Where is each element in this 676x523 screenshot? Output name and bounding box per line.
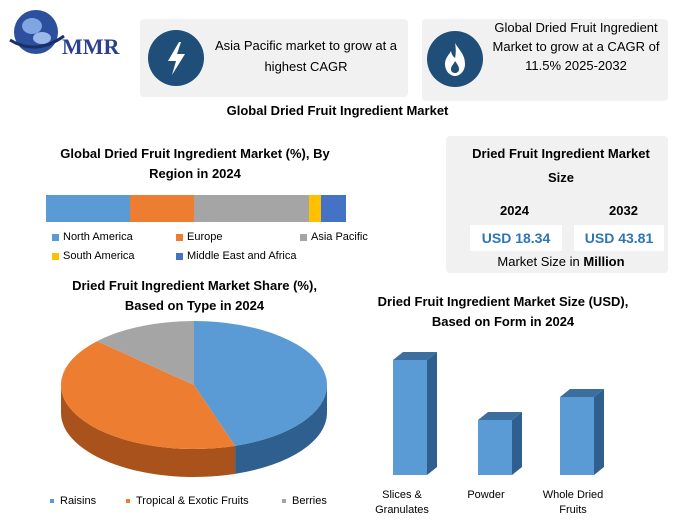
legend-label: Raisins	[60, 495, 97, 507]
legend-label: Berries	[292, 495, 327, 507]
year-2024-label: 2024	[500, 203, 529, 218]
market-size-title: Dried Fruit Ingredient Market Size	[472, 146, 650, 185]
legend-item-berries: Berries	[282, 495, 327, 507]
legend-item-raisins: Raisins	[50, 495, 96, 507]
flame-icon	[427, 31, 483, 87]
bar-side-powder	[512, 412, 522, 475]
highlight-card-cagr: Global Dried Fruit Ingredient Market to …	[422, 19, 668, 101]
market-value-2024: USD 18.34	[470, 225, 562, 251]
pie-slice-raisins	[194, 321, 327, 446]
region-segment-asia-pacific	[194, 195, 309, 222]
market-value-2032: USD 43.81	[574, 225, 664, 251]
legend-label: North America	[63, 231, 133, 243]
legend-swatch	[282, 499, 286, 503]
bar-slices-granulates	[393, 360, 427, 475]
legend-swatch	[176, 233, 183, 241]
lightning-icon	[148, 30, 204, 86]
legend-item-south-america: South America	[52, 250, 135, 262]
legend-item-middle-east-and-africa: Middle East and Africa	[176, 250, 296, 262]
form-bar-chart	[393, 352, 604, 475]
legend-label: Middle East and Africa	[187, 250, 297, 262]
highlight-card-apac: Asia Pacific market to grow at a highest…	[140, 19, 408, 97]
bar-whole-dried-fruits	[560, 397, 594, 475]
bar-powder	[478, 420, 512, 475]
globe-icon	[9, 10, 65, 54]
bar-top-powder	[478, 412, 522, 420]
legend-swatch	[52, 252, 59, 260]
caption-unit: Million	[583, 254, 625, 269]
legend-item-tropical-exotic-fruits: Tropical & Exotic Fruits	[126, 495, 249, 507]
pie-side-tropical-exotic-fruits	[61, 385, 236, 477]
legend-swatch	[52, 233, 59, 241]
legend-swatch	[50, 499, 54, 503]
category-label-whole-dried-fruits: Whole Dried Fruits	[542, 489, 604, 516]
legend-swatch	[126, 499, 130, 503]
type-pie-chart	[61, 321, 328, 477]
region-stacked-bar	[46, 195, 346, 222]
year-2032-label: 2032	[609, 203, 638, 218]
legend-item-north-america: North America	[52, 231, 133, 243]
page-title: Global Dried Fruit Ingredient Market	[226, 103, 449, 118]
category-label-slices-granulates: Slices & Granulates	[375, 489, 429, 516]
legend-label: Tropical & Exotic Fruits	[136, 495, 249, 507]
bar-side-slices-granulates	[427, 352, 437, 475]
legend-label: South America	[63, 250, 135, 262]
pie-side-raisins	[235, 385, 328, 474]
bar-top-slices-granulates	[393, 352, 437, 360]
logo-text: MMR	[62, 34, 120, 59]
type-chart-title: Dried Fruit Ingredient Market Share (%),…	[72, 278, 317, 313]
legend-swatch	[176, 252, 183, 260]
region-segment-europe	[129, 195, 195, 222]
market-size-card: Dried Fruit Ingredient Market Size 2024 …	[446, 136, 668, 273]
form-chart-title: Dried Fruit Ingredient Market Size (USD)…	[377, 294, 629, 329]
bar-side-whole-dried-fruits	[594, 389, 604, 475]
pie-slice-tropical-exotic-fruits	[61, 341, 236, 449]
legend-item-asia-pacific: Asia Pacific	[300, 231, 368, 243]
market-size-caption: Market Size in Million	[466, 254, 656, 269]
bar-top-whole-dried-fruits	[560, 389, 604, 397]
region-segment-north-america	[46, 195, 130, 222]
logo: MMR	[6, 6, 136, 59]
category-label-powder: Powder	[467, 489, 505, 501]
legend-item-europe: Europe	[176, 231, 222, 243]
legend-label: Europe	[187, 231, 223, 243]
region-chart-title: Global Dried Fruit Ingredient Market (%)…	[60, 146, 330, 181]
legend-swatch	[300, 233, 307, 241]
caption-prefix: Market Size in	[497, 254, 580, 269]
pie-slice-berries	[97, 321, 194, 385]
legend-label: Asia Pacific	[311, 231, 368, 243]
highlight-text-cagr: Global Dried Fruit Ingredient Market to …	[492, 20, 660, 73]
region-segment-middle-east-and-africa	[321, 195, 346, 222]
region-segment-south-america	[308, 195, 322, 222]
highlight-text-apac: Asia Pacific market to grow at a highest…	[214, 38, 398, 74]
